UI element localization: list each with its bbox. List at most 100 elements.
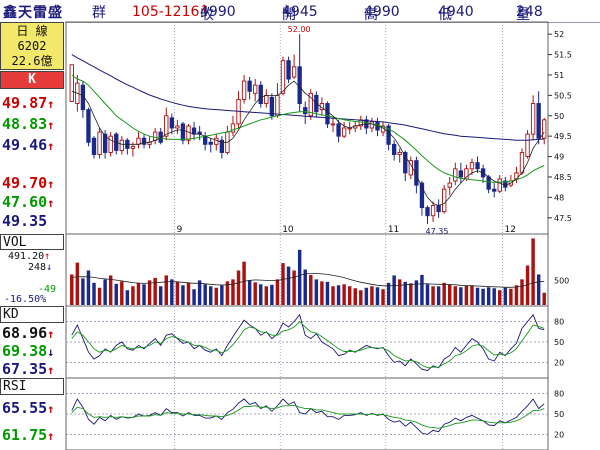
candle-body xyxy=(458,170,464,178)
volume-bar xyxy=(331,286,335,305)
high-value: 4990 xyxy=(364,4,400,20)
volume-ma-line xyxy=(71,273,545,288)
candle-body xyxy=(336,123,341,137)
y-tick-label: 47.5 xyxy=(554,214,572,223)
vol-value-3: -49 xyxy=(38,284,57,295)
candle-body xyxy=(297,66,302,104)
vol-tab[interactable]: VOL xyxy=(0,234,64,250)
candle-body xyxy=(530,103,536,135)
volume-bar xyxy=(81,278,85,305)
candle-body xyxy=(303,107,308,115)
k-tab[interactable]: K xyxy=(0,71,64,89)
candle-body xyxy=(536,103,541,139)
vol-value-2-text: 248 xyxy=(28,262,47,273)
volume-bar xyxy=(131,286,135,305)
kd-tick-label: 20 xyxy=(554,358,564,367)
candle-body xyxy=(258,84,263,104)
candle-body xyxy=(191,127,197,135)
volume-bar xyxy=(436,286,441,305)
vol-tick-label: 500 xyxy=(554,276,569,285)
candle-body xyxy=(475,162,480,170)
month-tick-label: 11 xyxy=(388,225,399,235)
down-arrow-icon: ↓ xyxy=(516,4,525,15)
kd-line-1 xyxy=(71,313,545,372)
volume-bar xyxy=(375,287,380,305)
ma-value-6: 49.35 xyxy=(2,212,47,230)
rsi-tab[interactable]: RSI xyxy=(0,378,64,395)
high-annotation: 52.00 xyxy=(288,25,311,34)
candle-body xyxy=(341,127,347,137)
volume-bar xyxy=(514,285,519,305)
rsi-tick-label: 20 xyxy=(554,430,564,439)
kd-value-3: 67.35↑ xyxy=(2,360,55,378)
volume-bar xyxy=(381,289,385,305)
volume-bar xyxy=(448,284,452,305)
ma-value-3: 49.46↑ xyxy=(2,136,55,154)
candle-body xyxy=(369,121,375,129)
volume-bar xyxy=(498,290,502,305)
candle-body xyxy=(186,125,191,141)
volume-bar xyxy=(409,283,413,305)
candle-body xyxy=(219,139,225,153)
ma-value-2: 48.83↑ xyxy=(2,115,55,133)
candle-body xyxy=(325,103,330,125)
candle-body xyxy=(286,60,291,80)
volume-bar xyxy=(475,287,480,305)
month-tick-label: 10 xyxy=(282,225,294,235)
period-label: 日 線 xyxy=(16,24,48,38)
candle-body xyxy=(542,119,547,139)
y-tick-label: 50 xyxy=(554,112,564,121)
close-label: 收 xyxy=(200,7,214,23)
volume-bar xyxy=(281,263,285,305)
volume-bar xyxy=(108,275,113,305)
volume-bar xyxy=(70,274,74,305)
candle-body xyxy=(269,96,275,117)
candle-body xyxy=(230,123,236,133)
volume-bar xyxy=(236,270,241,305)
volume-bar xyxy=(442,282,446,305)
volume-bar xyxy=(403,281,407,305)
candle-body xyxy=(280,60,286,94)
volume-bar xyxy=(170,279,174,305)
stock-group: 群 xyxy=(92,5,106,21)
volume-bar xyxy=(114,283,118,305)
open-label: 開 xyxy=(282,7,296,23)
k-tab-label: K xyxy=(28,72,36,87)
candle-body xyxy=(447,182,452,188)
stock-name: 鑫天雷盛 xyxy=(3,5,63,21)
high-label: 高 xyxy=(364,7,378,23)
volume-bar xyxy=(347,286,352,305)
candle-body xyxy=(214,137,219,145)
volume-bar xyxy=(253,282,257,305)
candle-body xyxy=(264,94,269,104)
volume-bar xyxy=(292,270,296,305)
stock-info-box: 日 線 6202 22.6億 xyxy=(0,22,64,70)
volume-bar xyxy=(142,284,146,305)
rsi-tick-label: 80 xyxy=(554,390,564,399)
volume-bar xyxy=(536,274,541,305)
volume-bar xyxy=(181,285,185,305)
volume-bar xyxy=(531,238,535,305)
volume-bar xyxy=(397,279,402,305)
candle-body xyxy=(247,80,252,92)
volume-bar xyxy=(392,275,396,305)
vol-value-4: -16.50% xyxy=(4,294,47,305)
rsi-line-2 xyxy=(71,404,545,429)
volume-bar xyxy=(364,287,369,305)
candle-body xyxy=(108,135,113,153)
volume-bar xyxy=(120,281,124,305)
volume-bar xyxy=(186,282,191,305)
candle-body xyxy=(86,109,91,143)
ma-value-1-text: 49.87 xyxy=(2,94,48,112)
y-tick-label: 52 xyxy=(554,30,564,39)
volume-bar xyxy=(270,284,274,305)
candle-body xyxy=(442,188,447,213)
candle-body xyxy=(97,131,102,155)
candle-body xyxy=(486,176,491,190)
kd-tab[interactable]: KD xyxy=(0,306,64,323)
y-tick-label: 49 xyxy=(554,153,564,162)
volume-bar xyxy=(542,292,546,305)
volume-bar xyxy=(175,281,180,305)
ma-short-line xyxy=(71,80,545,206)
vol-value-1: 491.20↑ xyxy=(8,251,51,262)
